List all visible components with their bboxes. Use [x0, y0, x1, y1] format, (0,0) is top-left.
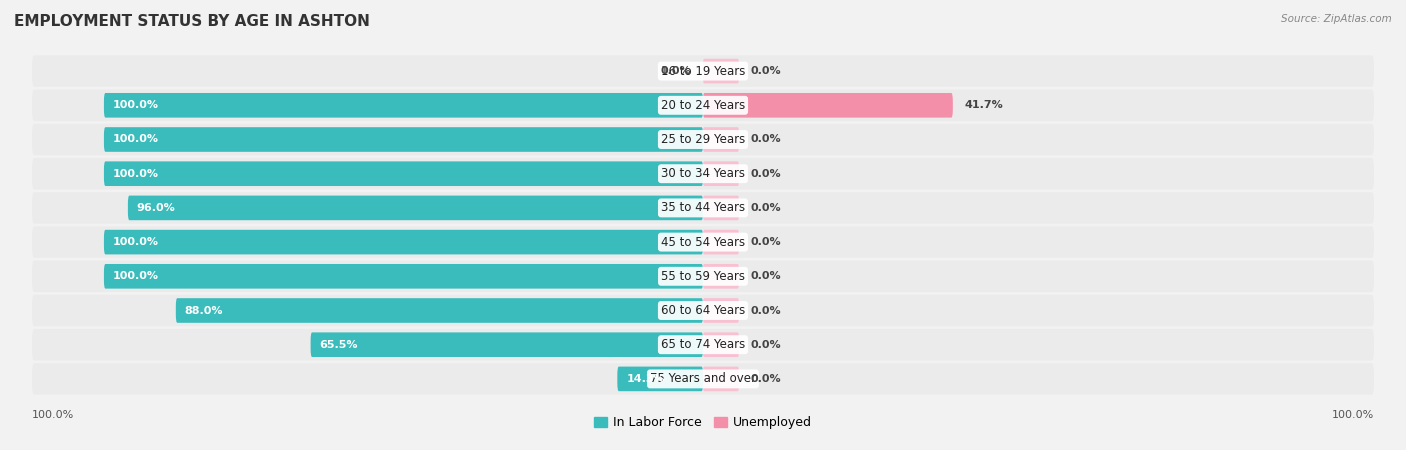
Text: 0.0%: 0.0%	[751, 237, 782, 247]
Text: 0.0%: 0.0%	[751, 271, 782, 281]
Text: 96.0%: 96.0%	[136, 203, 176, 213]
FancyBboxPatch shape	[32, 124, 1374, 155]
FancyBboxPatch shape	[703, 93, 953, 117]
Text: 25 to 29 Years: 25 to 29 Years	[661, 133, 745, 146]
Text: 0.0%: 0.0%	[751, 340, 782, 350]
FancyBboxPatch shape	[32, 261, 1374, 292]
FancyBboxPatch shape	[703, 230, 740, 254]
FancyBboxPatch shape	[128, 196, 703, 220]
FancyBboxPatch shape	[703, 367, 740, 391]
FancyBboxPatch shape	[32, 55, 1374, 87]
Text: 0.0%: 0.0%	[751, 203, 782, 213]
Text: 45 to 54 Years: 45 to 54 Years	[661, 236, 745, 248]
FancyBboxPatch shape	[617, 367, 703, 391]
FancyBboxPatch shape	[703, 127, 740, 152]
Text: 30 to 34 Years: 30 to 34 Years	[661, 167, 745, 180]
Text: 100.0%: 100.0%	[112, 135, 159, 144]
FancyBboxPatch shape	[32, 226, 1374, 258]
Text: 65.5%: 65.5%	[319, 340, 359, 350]
FancyBboxPatch shape	[32, 192, 1374, 224]
FancyBboxPatch shape	[104, 230, 703, 254]
FancyBboxPatch shape	[703, 196, 740, 220]
Text: 65 to 74 Years: 65 to 74 Years	[661, 338, 745, 351]
Text: 0.0%: 0.0%	[661, 66, 690, 76]
Text: 100.0%: 100.0%	[112, 169, 159, 179]
Text: 20 to 24 Years: 20 to 24 Years	[661, 99, 745, 112]
Text: 100.0%: 100.0%	[112, 271, 159, 281]
Text: 0.0%: 0.0%	[751, 135, 782, 144]
FancyBboxPatch shape	[32, 363, 1374, 395]
Text: 100.0%: 100.0%	[1331, 410, 1374, 420]
FancyBboxPatch shape	[32, 90, 1374, 121]
FancyBboxPatch shape	[311, 333, 703, 357]
FancyBboxPatch shape	[104, 127, 703, 152]
Text: 0.0%: 0.0%	[751, 169, 782, 179]
Text: 14.3%: 14.3%	[626, 374, 665, 384]
FancyBboxPatch shape	[104, 264, 703, 288]
Text: 0.0%: 0.0%	[751, 66, 782, 76]
FancyBboxPatch shape	[176, 298, 703, 323]
Text: 100.0%: 100.0%	[32, 410, 75, 420]
FancyBboxPatch shape	[104, 162, 703, 186]
Text: 41.7%: 41.7%	[965, 100, 1004, 110]
FancyBboxPatch shape	[703, 59, 740, 83]
Text: 0.0%: 0.0%	[751, 374, 782, 384]
Text: 100.0%: 100.0%	[112, 100, 159, 110]
Text: 88.0%: 88.0%	[184, 306, 224, 315]
Text: EMPLOYMENT STATUS BY AGE IN ASHTON: EMPLOYMENT STATUS BY AGE IN ASHTON	[14, 14, 370, 28]
FancyBboxPatch shape	[32, 158, 1374, 189]
FancyBboxPatch shape	[32, 329, 1374, 360]
Text: 0.0%: 0.0%	[751, 306, 782, 315]
FancyBboxPatch shape	[703, 333, 740, 357]
FancyBboxPatch shape	[32, 295, 1374, 326]
Text: 75 Years and over: 75 Years and over	[650, 373, 756, 385]
Text: Source: ZipAtlas.com: Source: ZipAtlas.com	[1281, 14, 1392, 23]
FancyBboxPatch shape	[703, 162, 740, 186]
Text: 55 to 59 Years: 55 to 59 Years	[661, 270, 745, 283]
Text: 35 to 44 Years: 35 to 44 Years	[661, 202, 745, 214]
Legend: In Labor Force, Unemployed: In Labor Force, Unemployed	[595, 416, 811, 429]
FancyBboxPatch shape	[703, 264, 740, 288]
FancyBboxPatch shape	[703, 298, 740, 323]
Text: 100.0%: 100.0%	[112, 237, 159, 247]
Text: 16 to 19 Years: 16 to 19 Years	[661, 65, 745, 77]
FancyBboxPatch shape	[104, 93, 703, 117]
Text: 60 to 64 Years: 60 to 64 Years	[661, 304, 745, 317]
